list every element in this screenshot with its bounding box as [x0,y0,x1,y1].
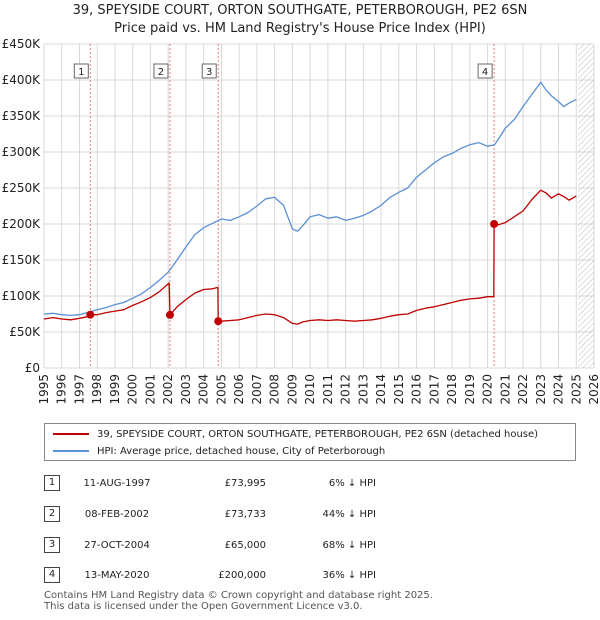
chart-title-line1: 39, SPEYSIDE COURT, ORTON SOUTHGATE, PET… [72,3,528,18]
table-row: 3 27-OCT-2004 £65,000 68% ↓ HPI [44,536,484,556]
y-tick-label: £400K [2,73,42,87]
legend-swatch-hpi [53,450,89,452]
x-tick-label: 2022 [516,374,530,405]
grid-layer [43,43,595,369]
transaction-marker-label: 4 [482,67,488,78]
footer-licence: This data is licensed under the Open Gov… [44,601,363,612]
legend-item-hpi: HPI: Average price, detached house, City… [53,444,385,460]
transaction-marker-label: 3 [206,67,212,78]
table-row: 4 13-MAY-2020 £200,000 36% ↓ HPI [44,566,484,586]
y-tick-label: £250K [2,181,42,195]
forecast-hatch-layer [578,44,594,368]
forecast-hatch [578,44,594,368]
legend-label-price-paid: 39, SPEYSIDE COURT, ORTON SOUTHGATE, PET… [97,429,539,440]
x-tick-label: 1998 [90,374,104,405]
transaction-marker-box [153,63,169,79]
transaction-number: 1 [44,475,60,491]
x-tick-label: 1995 [37,374,51,405]
transaction-marker-label: 2 [158,67,164,78]
y-tick-label: £300K [2,145,42,159]
legend-swatch-price-paid [53,433,89,435]
transaction-date: 27-OCT-2004 [84,540,150,551]
transaction-marker-label: 1 [78,67,84,78]
y-tick-label: £350K [2,109,42,123]
transaction-point [490,220,499,228]
table-row: 1 11-AUG-1997 £73,995 6% ↓ HPI [44,474,484,494]
x-tick-label: 2015 [392,374,406,405]
transaction-date: 08-FEB-2002 [84,509,150,520]
y-tick-label: £0 [25,361,40,375]
transaction-number: 4 [44,567,60,583]
x-tick-label: 2012 [339,374,353,405]
x-tick-label: 2003 [179,374,193,405]
x-tick-label: 2017 [427,374,441,405]
transaction-marker-box [73,63,89,79]
transaction-price: £200,000 [218,570,266,581]
x-tick-label: 2009 [285,374,299,405]
y-tick-label: £450K [2,37,42,51]
y-tick-label: £150K [2,253,42,267]
x-tick-label: 2007 [250,374,264,405]
x-tick-label: 2019 [463,374,477,405]
transaction-point [165,310,174,319]
transaction-hpi-diff: 6% ↓ HPI [328,478,376,489]
chart-title: 39, SPEYSIDE COURT, ORTON SOUTHGATE, PET… [0,2,600,38]
x-tick-label: 2018 [445,374,459,405]
transaction-marker-box [201,63,217,79]
transaction-price: £73,995 [224,478,266,489]
legend-label-hpi: HPI: Average price, detached house, City… [97,446,386,457]
x-tick-label: 1999 [108,374,122,405]
footer-copyright: Contains HM Land Registry data © Crown c… [44,590,433,601]
legend-item-price-paid: 39, SPEYSIDE COURT, ORTON SOUTHGATE, PET… [53,427,538,443]
transaction-marker-boxes: 1 2 3 4 [73,63,493,79]
x-tick-label: 2006 [232,374,246,405]
footer: Contains HM Land Registry data © Crown c… [44,590,433,612]
transaction-marker-box [477,63,493,79]
x-tick-label: 2020 [481,374,495,405]
x-tick-label: 2010 [303,374,317,405]
transaction-hpi-diff: 36% ↓ HPI [322,570,376,581]
x-tick-label: 2011 [321,374,335,405]
price-chart: 1 2 3 4 £0 £50K £100K £150K £200K £250K £300K £350… [2,37,600,405]
transaction-hpi-diff: 44% ↓ HPI [322,509,376,520]
transaction-points [86,220,499,326]
x-tick-label: 2002 [161,374,175,405]
hpi-line [43,81,577,317]
transaction-hpi-diff: 68% ↓ HPI [322,540,376,551]
x-tick-label: 2001 [143,374,157,405]
transaction-price: £73,733 [224,509,266,520]
x-tick-label: 2021 [498,374,512,405]
plot-area [44,44,594,368]
chart-title-line2: Price paid vs. HM Land Registry's House … [114,21,486,36]
x-tick-label: 2024 [552,374,566,405]
x-tick-label: 2025 [569,374,583,405]
transaction-point [86,310,95,319]
y-tick-label: £50K [9,325,41,339]
x-tick-label: 1997 [72,374,86,405]
y-tick-label: £100K [2,289,42,303]
x-tick-label: 2000 [126,374,140,405]
x-tick-label: 1996 [55,374,69,405]
transaction-price: £65,000 [224,540,266,551]
table-row: 2 08-FEB-2002 £73,733 44% ↓ HPI [44,505,484,525]
transaction-point [214,317,223,326]
x-tick-label: 2005 [214,374,228,405]
x-tick-label: 2008 [268,374,282,405]
x-tick-label: 2004 [197,374,211,405]
x-tick-label: 2023 [534,374,548,405]
transaction-date: 11-AUG-1997 [83,478,151,489]
transaction-number: 2 [44,506,60,522]
x-tick-label: 2026 [587,374,600,405]
transaction-number: 3 [44,537,60,553]
x-tick-label: 2013 [356,374,370,405]
x-tick-label: 2014 [374,374,388,405]
legend: 39, SPEYSIDE COURT, ORTON SOUTHGATE, PET… [44,423,576,461]
axis-labels: £0 £50K £100K £150K £200K £250K £300K £350K £400… [2,37,600,405]
y-tick-label: £200K [2,217,42,231]
transaction-date: 13-MAY-2020 [84,570,150,581]
x-tick-label: 2016 [410,374,424,405]
